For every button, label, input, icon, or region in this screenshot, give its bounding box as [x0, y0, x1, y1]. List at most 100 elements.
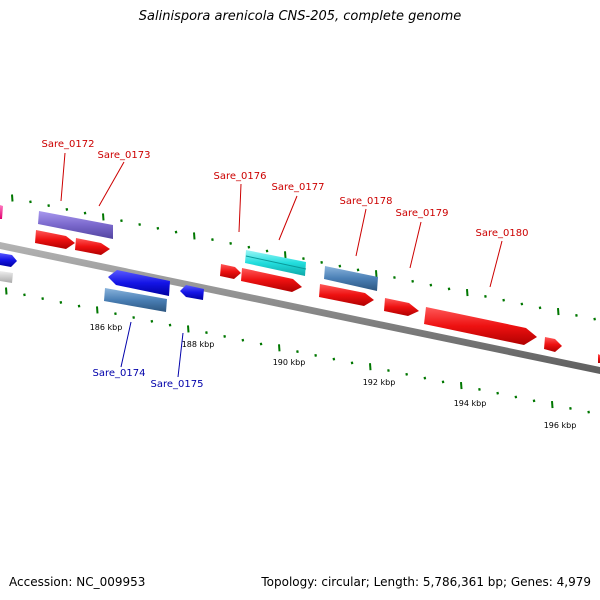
gene-feature-red-small[interactable]	[544, 337, 562, 352]
tick-outer-minor	[338, 264, 342, 268]
gene-feature-cyan[interactable]	[245, 250, 306, 276]
tick-inner-major	[369, 363, 372, 371]
tick-outer-minor	[575, 313, 578, 317]
gene-feature-sare-0179[interactable]	[384, 298, 419, 316]
gene-feature-sare-0180[interactable]	[424, 307, 537, 345]
tick-inner-minor	[532, 399, 536, 403]
scale-label-194: 194 kbp	[454, 399, 487, 408]
gene-feature-partial-grey[interactable]	[0, 271, 13, 283]
gene-feature-sare-0178[interactable]	[319, 284, 374, 306]
gene-label-sare-0176[interactable]: Sare_0176	[214, 171, 267, 182]
gene-feature-sare-0176[interactable]	[220, 264, 241, 279]
tick-outer-minor	[411, 279, 414, 283]
gene-label-sare-0175[interactable]: Sare_0175	[151, 379, 204, 390]
tick-outer-major	[375, 270, 378, 278]
tick-outer-minor	[65, 207, 69, 211]
tick-outer-major	[466, 289, 469, 297]
tick-outer-minor	[156, 226, 160, 230]
accession-text: Accession: NC_009953	[9, 575, 146, 589]
gene-feature-sare-0177[interactable]	[241, 268, 302, 292]
gene-label-sare-0172[interactable]: Sare_0172	[42, 139, 95, 150]
tick-outer-major	[557, 308, 560, 316]
scale-label-196: 196 kbp	[544, 421, 577, 430]
tick-outer-minor	[447, 287, 451, 291]
tick-outer-minor	[538, 306, 542, 310]
tick-outer-minor	[302, 257, 305, 261]
tick-inner-minor	[423, 376, 427, 380]
tick-inner-minor	[223, 334, 226, 338]
tick-outer-minor	[174, 230, 178, 234]
tick-inner-major	[187, 325, 190, 333]
tick-inner-minor	[77, 304, 81, 308]
tick-inner-minor	[168, 323, 172, 327]
tick-inner-minor	[132, 316, 135, 319]
gene-feature-sare-0172[interactable]	[35, 230, 75, 249]
tick-inner-minor	[478, 387, 481, 391]
tick-inner-minor	[59, 300, 63, 304]
tick-inner-minor	[241, 338, 245, 342]
tick-outer-major	[11, 194, 14, 202]
tick-inner-minor	[259, 342, 263, 346]
tick-outer-minor	[120, 219, 123, 223]
gene-label-sare-0179[interactable]: Sare_0179	[396, 208, 449, 219]
tick-outer-major	[284, 251, 287, 259]
tick-inner-minor	[296, 350, 299, 354]
tick-outer-minor	[429, 283, 433, 287]
tick-outer-minor	[29, 200, 32, 204]
gene-label-sare-0180[interactable]: Sare_0180	[476, 228, 529, 239]
tick-inner-minor	[41, 297, 44, 301]
gene-label-sare-0174[interactable]: Sare_0174	[93, 368, 146, 379]
genome-summary-text: Topology: circular; Length: 5,786,361 bp…	[261, 575, 591, 589]
tick-outer-minor	[83, 211, 87, 215]
tick-inner-major	[278, 344, 281, 352]
gene-feature-partial-blue[interactable]	[0, 253, 17, 267]
tick-outer-minor	[211, 238, 214, 242]
genome-backbone	[0, 242, 600, 374]
gene-label-sare-0173[interactable]: Sare_0173	[98, 150, 151, 161]
tick-inner-minor	[314, 353, 317, 357]
scale-label-186: 186 kbp	[90, 323, 123, 332]
tick-track-inner	[5, 287, 590, 414]
tick-inner-minor	[150, 319, 154, 323]
tick-outer-minor	[356, 268, 360, 272]
tick-outer-minor	[593, 317, 596, 321]
cyan-feature-divider	[245, 255, 307, 270]
tick-inner-major	[460, 382, 463, 390]
tick-inner-minor	[514, 395, 518, 399]
gene-feature-sare-0173[interactable]	[75, 238, 110, 255]
gene-feature-steel-upper[interactable]	[324, 266, 378, 291]
tick-inner-minor	[387, 369, 390, 372]
tick-inner-minor	[496, 391, 499, 395]
tick-inner-minor	[23, 293, 26, 297]
tick-outer-minor	[47, 204, 50, 208]
gene-feature-partial-magenta[interactable]	[0, 205, 3, 219]
tick-inner-minor	[350, 361, 354, 365]
tick-outer-minor	[138, 223, 141, 226]
gene-label-sare-0177[interactable]: Sare_0177	[272, 182, 325, 193]
map-title: Salinispora arenicola CNS-205, complete …	[138, 9, 462, 24]
gene-feature-reverse-blue-large[interactable]	[108, 270, 170, 296]
tick-outer-major	[102, 213, 105, 221]
gene-feature-purple[interactable]	[38, 211, 113, 239]
tick-outer-minor	[484, 294, 487, 298]
gene-feature-sare-0174[interactable]	[104, 288, 167, 312]
tick-outer-minor	[502, 298, 505, 302]
tick-outer-minor	[520, 302, 524, 306]
tick-outer-minor	[320, 260, 323, 264]
gene-label-sare-0178[interactable]: Sare_0178	[340, 196, 393, 207]
tick-inner-minor	[114, 312, 117, 316]
tick-outer-minor	[229, 241, 232, 245]
scale-label-190: 190 kbp	[273, 358, 306, 367]
tick-inner-minor	[569, 406, 572, 410]
tick-inner-minor	[587, 410, 590, 414]
tick-outer-major	[193, 232, 196, 240]
scale-label-192: 192 kbp	[363, 378, 396, 387]
tick-inner-minor	[205, 331, 208, 335]
tick-inner-major	[551, 401, 554, 409]
gene-feature-sare-0175[interactable]	[180, 285, 204, 300]
scale-label-188: 188 kbp	[182, 340, 215, 349]
tick-outer-minor	[265, 249, 269, 253]
tick-inner-major	[96, 306, 99, 314]
